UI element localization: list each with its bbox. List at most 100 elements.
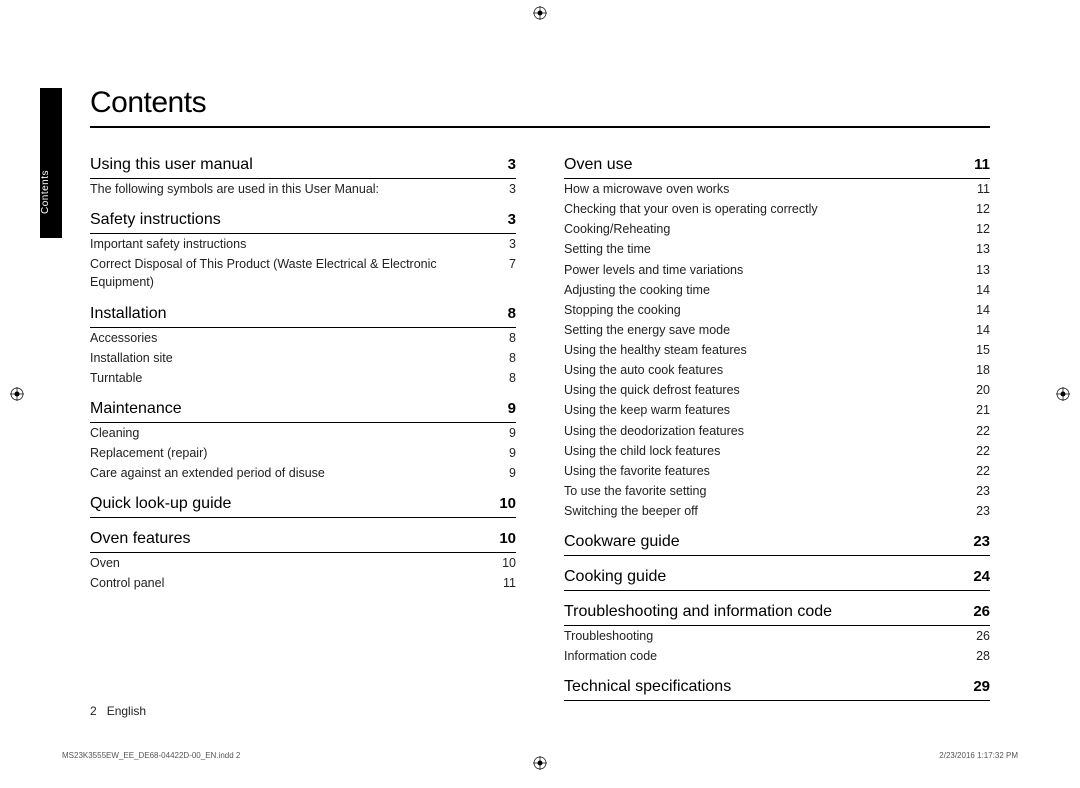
toc-entry-page: 13 bbox=[976, 261, 990, 279]
toc-columns: Using this user manual 3 The following sym… bbox=[90, 152, 990, 709]
toc-section-heading[interactable]: Troubleshooting and information code 26 bbox=[564, 599, 990, 626]
toc-heading-page: 24 bbox=[973, 568, 990, 585]
toc-entry-label: Using the keep warm features bbox=[564, 401, 976, 419]
toc-entry[interactable]: Using the favorite features22 bbox=[564, 461, 990, 481]
toc-heading-page: 3 bbox=[508, 211, 516, 228]
toc-entry[interactable]: Correct Disposal of This Product (Waste … bbox=[90, 254, 516, 292]
toc-entry-label: Accessories bbox=[90, 329, 509, 347]
footer-page-number: 2 English bbox=[90, 704, 146, 718]
toc-section: Using this user manual 3 The following sym… bbox=[90, 152, 516, 199]
toc-entry-label: Using the healthy steam features bbox=[564, 341, 976, 359]
toc-entry[interactable]: Oven10 bbox=[90, 553, 516, 573]
toc-entry-page: 22 bbox=[976, 442, 990, 460]
sidebar-tab bbox=[40, 88, 62, 238]
toc-entry-page: 9 bbox=[509, 444, 516, 462]
toc-entry[interactable]: Troubleshooting26 bbox=[564, 626, 990, 646]
toc-entry[interactable]: Accessories8 bbox=[90, 328, 516, 348]
toc-entry-label: Stopping the cooking bbox=[564, 301, 976, 319]
toc-entry[interactable]: Installation site8 bbox=[90, 348, 516, 368]
toc-entry-label: Adjusting the cooking time bbox=[564, 281, 976, 299]
toc-entry[interactable]: Using the healthy steam features15 bbox=[564, 340, 990, 360]
toc-entry[interactable]: Setting the energy save mode14 bbox=[564, 320, 990, 340]
toc-entry-page: 12 bbox=[976, 200, 990, 218]
toc-entry-page: 9 bbox=[509, 424, 516, 442]
toc-entry-label: Using the favorite features bbox=[564, 462, 976, 480]
toc-section-heading[interactable]: Using this user manual 3 bbox=[90, 152, 516, 179]
toc-section-heading[interactable]: Safety instructions 3 bbox=[90, 207, 516, 234]
toc-entry-page: 20 bbox=[976, 381, 990, 399]
toc-heading-page: 11 bbox=[974, 156, 990, 173]
toc-entry-label: To use the favorite setting bbox=[564, 482, 976, 500]
toc-section-heading[interactable]: Oven features10 bbox=[90, 526, 516, 553]
toc-section: Quick look-up guide10 bbox=[90, 491, 516, 518]
toc-entry-page: 8 bbox=[509, 349, 516, 367]
toc-entry-page: 7 bbox=[509, 255, 516, 291]
toc-entry[interactable]: Switching the beeper off23 bbox=[564, 501, 990, 521]
toc-heading-page: 26 bbox=[973, 603, 990, 620]
toc-entry[interactable]: Replacement (repair)9 bbox=[90, 443, 516, 463]
toc-section: Technical specifications29 bbox=[564, 674, 990, 701]
toc-entry-page: 23 bbox=[976, 482, 990, 500]
toc-section-heading[interactable]: Quick look-up guide10 bbox=[90, 491, 516, 518]
footer-timestamp: 2/23/2016 1:17:32 PM bbox=[939, 751, 1018, 760]
toc-entry[interactable]: Using the keep warm features21 bbox=[564, 400, 990, 420]
toc-section-heading[interactable]: Cookware guide 23 bbox=[564, 529, 990, 556]
toc-entry[interactable]: Adjusting the cooking time14 bbox=[564, 280, 990, 300]
toc-entry[interactable]: Information code28 bbox=[564, 646, 990, 666]
toc-entry[interactable]: How a microwave oven works11 bbox=[564, 179, 990, 199]
toc-entry-page: 8 bbox=[509, 329, 516, 347]
toc-entry[interactable]: Using the auto cook features18 bbox=[564, 360, 990, 380]
toc-entry[interactable]: Using the quick defrost features20 bbox=[564, 380, 990, 400]
toc-heading-label: Oven features bbox=[90, 530, 491, 548]
toc-heading-page: 23 bbox=[973, 533, 990, 550]
content-area: Contents Using this user manual3The foll… bbox=[90, 86, 990, 709]
crop-mark-right bbox=[1056, 387, 1070, 401]
toc-section-heading[interactable]: Cooking guide24 bbox=[564, 564, 990, 591]
toc-entry-page: 14 bbox=[976, 321, 990, 339]
toc-column-right: Oven use11How a microwave oven works11Ch… bbox=[564, 152, 990, 709]
toc-entry[interactable]: To use the favorite setting23 bbox=[564, 481, 990, 501]
toc-heading-label: Using this user manual bbox=[90, 156, 500, 174]
toc-entry[interactable]: Checking that your oven is operating cor… bbox=[564, 199, 990, 219]
toc-entry-label: Control panel bbox=[90, 574, 503, 592]
toc-section: Cooking guide24 bbox=[564, 564, 990, 591]
toc-entry-label: Troubleshooting bbox=[564, 627, 976, 645]
toc-heading-label: Troubleshooting and information code bbox=[564, 603, 965, 621]
toc-entry-label: Information code bbox=[564, 647, 976, 665]
toc-section: Installation8Accessories8Installation si… bbox=[90, 301, 516, 388]
toc-entry[interactable]: Setting the time13 bbox=[564, 239, 990, 259]
toc-entry[interactable]: Cleaning9 bbox=[90, 423, 516, 443]
crop-mark-top bbox=[533, 6, 547, 20]
toc-entry[interactable]: Power levels and time variations13 bbox=[564, 260, 990, 280]
toc-heading-label: Cookware guide bbox=[564, 533, 965, 551]
toc-heading-page: 3 bbox=[508, 156, 516, 173]
toc-entry[interactable]: Important safety instructions3 bbox=[90, 234, 516, 254]
toc-section-heading[interactable]: Installation 8 bbox=[90, 301, 516, 328]
toc-section-heading[interactable]: Technical specifications29 bbox=[564, 674, 990, 701]
toc-entry-page: 11 bbox=[977, 180, 990, 198]
toc-entry[interactable]: Using the child lock features22 bbox=[564, 441, 990, 461]
toc-entry-label: Correct Disposal of This Product (Waste … bbox=[90, 255, 509, 291]
toc-entry[interactable]: Control panel11 bbox=[90, 573, 516, 593]
toc-entry-label: Power levels and time variations bbox=[564, 261, 976, 279]
toc-heading-label: Oven use bbox=[564, 156, 966, 174]
toc-section: Oven use11How a microwave oven works11Ch… bbox=[564, 152, 990, 521]
toc-section-heading[interactable]: Maintenance9 bbox=[90, 396, 516, 423]
toc-heading-page: 9 bbox=[508, 400, 516, 417]
sidebar-tab-label: Contents bbox=[40, 170, 62, 214]
toc-entry[interactable]: Using the deodorization features22 bbox=[564, 421, 990, 441]
toc-entry[interactable]: Care against an extended period of disus… bbox=[90, 463, 516, 483]
toc-entry-label: Setting the energy save mode bbox=[564, 321, 976, 339]
toc-entry[interactable]: Turntable8 bbox=[90, 368, 516, 388]
toc-heading-page: 8 bbox=[508, 305, 516, 322]
toc-section-heading[interactable]: Oven use 11 bbox=[564, 152, 990, 179]
toc-entry-page: 10 bbox=[502, 554, 516, 572]
toc-entry-page: 26 bbox=[976, 627, 990, 645]
toc-heading-label: Safety instructions bbox=[90, 211, 500, 229]
toc-heading-label: Installation bbox=[90, 305, 500, 323]
toc-entry[interactable]: Cooking/Reheating12 bbox=[564, 219, 990, 239]
toc-entry[interactable]: Stopping the cooking14 bbox=[564, 300, 990, 320]
toc-entry-page: 14 bbox=[976, 301, 990, 319]
toc-note: The following symbols are used in this U… bbox=[90, 179, 516, 199]
toc-entry-label: Important safety instructions bbox=[90, 235, 509, 253]
